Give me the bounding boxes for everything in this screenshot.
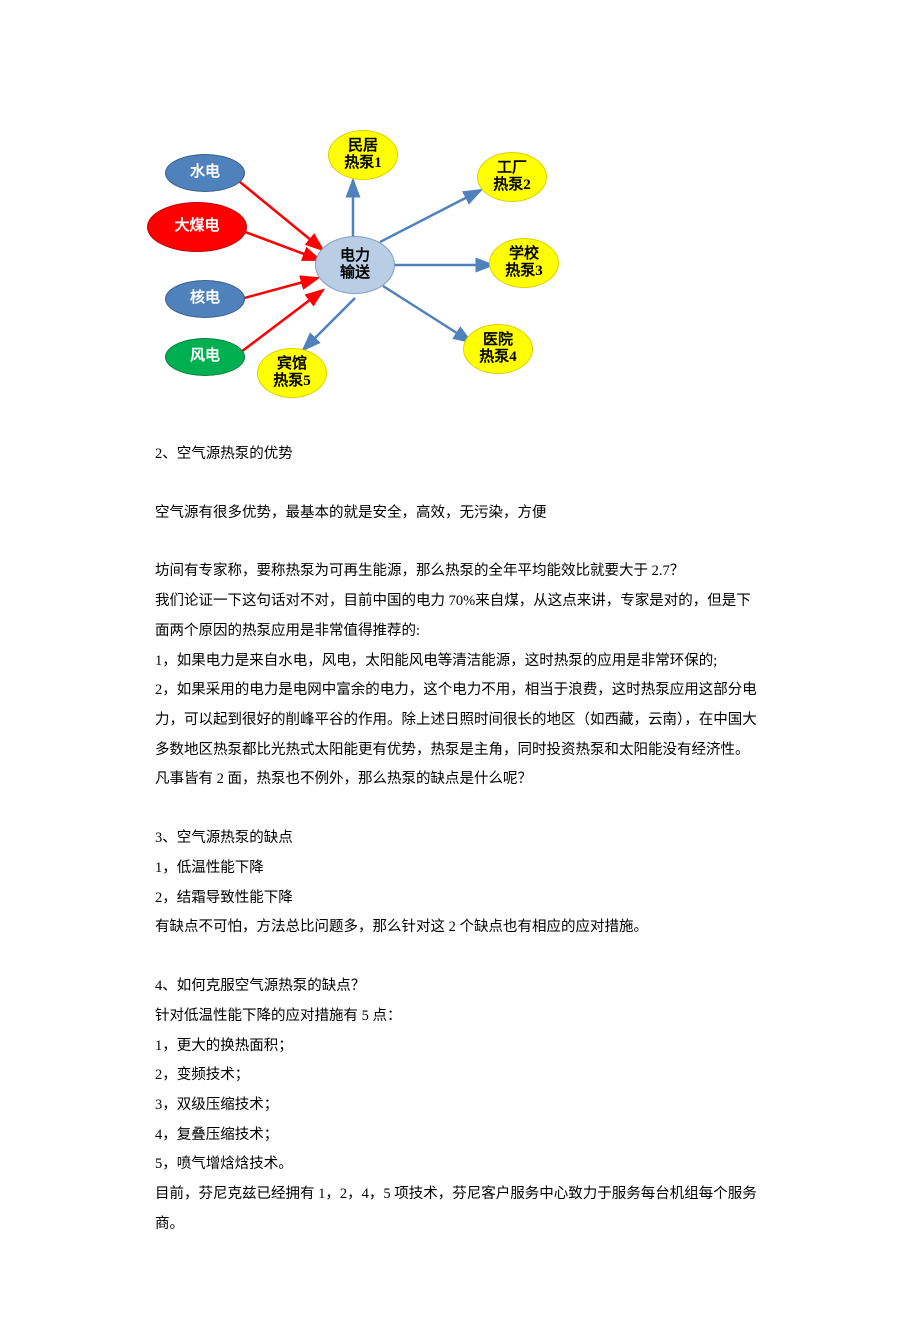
section-4-p7: 目前，芬尼克兹已经拥有 1，2，4，5 项技术，芬尼客户服务中心致力于服务每台机… xyxy=(155,1180,765,1239)
node-school: 学校 热泵3 xyxy=(489,238,559,288)
node-home: 民居 热泵1 xyxy=(328,130,398,180)
arrow-nuclear xyxy=(237,278,318,300)
section-2-p1: 空气源有很多优势，最基本的就是安全，高效，无污染，方便 xyxy=(155,499,765,529)
section-3-p2: 2，结霜导致性能下降 xyxy=(155,884,765,914)
section-2-p4: 1，如果电力是来自水电，风电，太阳能风电等清洁能源，这时热泵的应用是非常环保的; xyxy=(155,647,765,677)
power-heatpump-diagram: 电力 输送 水电 大煤电 核电 风电 民居 热泵1 工厂 热泵2 学校 热泵3 xyxy=(155,130,635,410)
section-2-p3: 我们论证一下这句话对不对，目前中国的电力 70%来自煤，从这点来讲，专家是对的，… xyxy=(155,587,765,646)
section-3-heading: 3、空气源热泵的缺点 xyxy=(155,824,765,854)
node-nuclear: 核电 xyxy=(165,280,245,318)
section-4-p6: 5，喷气增焓焓技术。 xyxy=(155,1150,765,1180)
node-hotel: 宾馆 热泵5 xyxy=(257,348,327,398)
document-page: 电力 输送 水电 大煤电 核电 风电 民居 热泵1 工厂 热泵2 学校 热泵3 xyxy=(0,0,920,1340)
section-4-heading: 4、如何克服空气源热泵的缺点？ xyxy=(155,972,765,1002)
arrow-wind xyxy=(237,290,323,355)
node-wind: 风电 xyxy=(165,338,245,376)
section-3-p1: 1，低温性能下降 xyxy=(155,854,765,884)
node-center-l2: 输送 xyxy=(340,265,370,282)
section-4-p1: 针对低温性能下降的应对措施有 5 点： xyxy=(155,1002,765,1032)
section-2-p5: 2，如果采用的电力是电网中富余的电力，这个电力不用，相当于浪费，这时热泵应用这部… xyxy=(155,676,765,765)
arrow-hospital xyxy=(383,286,471,342)
arrow-coal xyxy=(240,230,320,260)
body-text: 2、空气源热泵的优势 空气源有很多优势，最基本的就是安全，高效，无污染，方便 坊… xyxy=(155,440,765,1240)
node-center-l1: 电力 xyxy=(340,248,370,265)
node-factory: 工厂 热泵2 xyxy=(477,152,547,202)
arrow-hydro xyxy=(240,182,323,250)
section-2-p2: 坊间有专家称，要称热泵为可再生能源，那么热泵的全年平均能效比就要大于 2.7？ xyxy=(155,557,765,587)
section-2-p6: 凡事皆有 2 面，热泵也不例外，那么热泵的缺点是什么呢？ xyxy=(155,765,765,795)
arrow-hotel xyxy=(303,298,355,350)
section-2-heading: 2、空气源热泵的优势 xyxy=(155,440,765,470)
section-4-p3: 2，变频技术； xyxy=(155,1061,765,1091)
section-4-p5: 4，复叠压缩技术； xyxy=(155,1121,765,1151)
section-4-p4: 3，双级压缩技术； xyxy=(155,1091,765,1121)
arrow-factory xyxy=(380,190,481,242)
node-coal: 大煤电 xyxy=(147,202,247,252)
section-3-p3: 有缺点不可怕，方法总比问题多，那么针对这 2 个缺点也有相应的应对措施。 xyxy=(155,913,765,943)
node-hospital: 医院 热泵4 xyxy=(463,324,533,374)
node-center: 电力 输送 xyxy=(315,236,395,294)
node-hydro: 水电 xyxy=(165,154,245,192)
section-4-p2: 1，更大的换热面积； xyxy=(155,1032,765,1062)
